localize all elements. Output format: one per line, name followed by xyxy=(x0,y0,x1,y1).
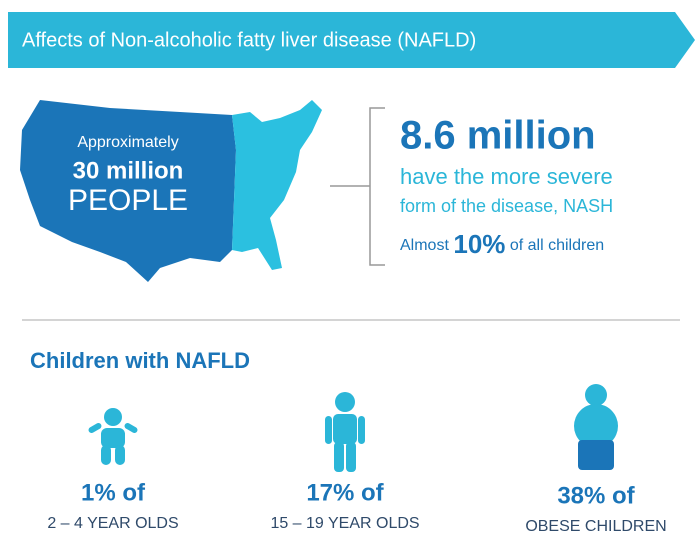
stat-text: form of the disease, NASH xyxy=(400,196,613,216)
stat-headline: 8.6 million xyxy=(400,114,596,158)
group-label: OBESE CHILDREN xyxy=(525,518,666,535)
banner-title: Affects of Non-alcoholic fatty liver dis… xyxy=(22,29,476,51)
group-value: 17% of xyxy=(306,479,384,506)
banner xyxy=(8,12,695,68)
stat-text: have the more severe xyxy=(400,164,613,189)
map-west xyxy=(20,100,236,282)
map-text: 30 million xyxy=(73,157,184,184)
stat-prefix: Almost xyxy=(400,237,449,254)
stat-children: Almost 10% of all children xyxy=(400,229,604,259)
toddler-icon xyxy=(88,408,138,465)
stat-suffix: of all children xyxy=(510,237,604,254)
bracket xyxy=(330,107,385,266)
stat-value: 10% xyxy=(453,229,505,259)
map-text: Approximately xyxy=(77,134,178,151)
map-text: PEOPLE xyxy=(68,184,188,217)
obese-icon xyxy=(574,384,618,470)
group-value: 1% of xyxy=(81,479,146,506)
group-label: 15 – 19 YEAR OLDS xyxy=(270,515,419,532)
group-label: 2 – 4 YEAR OLDS xyxy=(47,515,178,532)
teen-icon xyxy=(325,392,365,472)
map-east xyxy=(232,100,322,270)
group-value: 38% of xyxy=(557,482,635,509)
section-title: Children with NAFLD xyxy=(30,348,250,373)
